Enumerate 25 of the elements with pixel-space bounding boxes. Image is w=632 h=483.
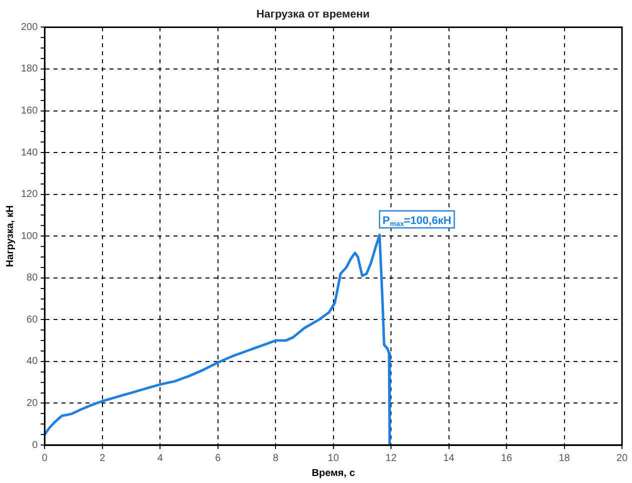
x-tick-label: 4 (157, 452, 164, 464)
x-tick-label: 14 (443, 452, 455, 464)
x-tick-label: 6 (215, 452, 222, 464)
y-tick-label: 0 (32, 440, 38, 451)
y-tick-label: 140 (20, 147, 38, 158)
x-axis-title: Время, с (312, 468, 356, 479)
x-tick-label: 2 (100, 452, 106, 464)
y-axis-title: Нагрузка, кН (4, 205, 16, 267)
x-tick-label: 20 (616, 452, 628, 464)
x-tick-label: 10 (328, 452, 340, 464)
x-tick-label: 12 (386, 452, 398, 464)
chart-title: Нагрузка от времени (256, 8, 370, 21)
x-tick-label: 0 (42, 452, 48, 464)
y-tick-label: 200 (20, 22, 38, 33)
y-tick-label: 40 (26, 356, 38, 368)
x-tick-label: 18 (558, 452, 570, 464)
y-tick-label: 100 (20, 230, 38, 242)
y-tick-label: 120 (20, 189, 38, 200)
y-tick-label: 80 (26, 272, 38, 284)
y-tick-label: 180 (20, 64, 38, 75)
y-tick-label: 20 (26, 398, 38, 409)
y-tick-label: 160 (20, 106, 38, 117)
x-tick-label: 8 (272, 452, 279, 464)
x-tick-label: 16 (500, 452, 513, 464)
y-tick-label: 60 (26, 314, 38, 326)
